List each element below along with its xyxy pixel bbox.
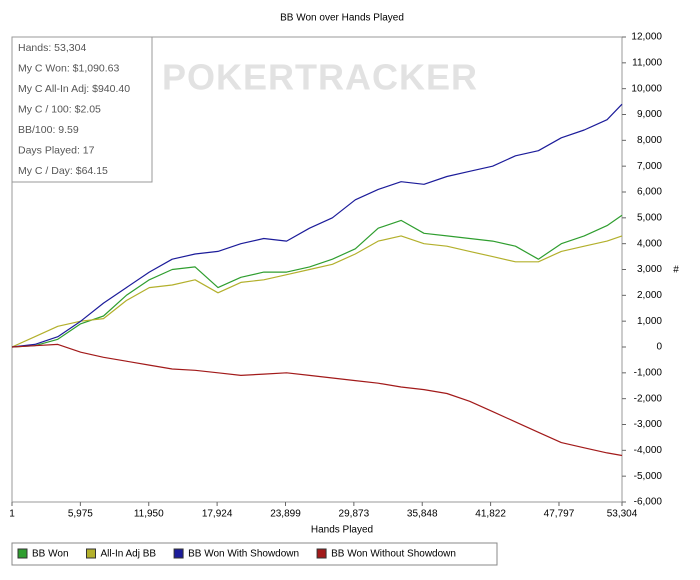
stat-line: My C Won: $1,090.63 — [18, 62, 120, 74]
legend-label: BB Won Without Showdown — [331, 549, 456, 560]
legend-swatch — [86, 548, 96, 559]
x-tick-label: 23,899 — [270, 509, 301, 520]
legend-frame — [11, 542, 498, 566]
y-tick-label: -1,000 — [634, 367, 663, 378]
x-tick-label: 29,873 — [339, 509, 370, 520]
watermark: POKERTRACKER — [162, 57, 478, 98]
stats-box: Hands: 53,304 My C Won: $1,090.63 My C All… — [11, 36, 153, 183]
x-tick-label: 35,848 — [407, 509, 438, 520]
y-tick-label: 5,000 — [637, 212, 662, 223]
y-tick-label: 6,000 — [637, 187, 662, 198]
x-tick-label: 11,950 — [134, 509, 164, 520]
y-tick-label: -6,000 — [634, 497, 663, 508]
y-tick-label: 12,000 — [631, 32, 662, 43]
x-tick-label: 17,924 — [202, 509, 233, 520]
legend-swatch — [17, 548, 28, 559]
y-tick-label: -2,000 — [634, 393, 663, 404]
stat-line: My C / Day: $64.15 — [18, 165, 108, 177]
series-line — [11, 103, 623, 348]
x-tick-label: 1 — [9, 509, 15, 520]
stat-line: BB/100: 9.59 — [18, 124, 79, 136]
y-axis-label: # — [673, 265, 679, 276]
y-tick-label: 2,000 — [637, 290, 662, 301]
y-tick-label: 11,000 — [632, 57, 662, 68]
y-tick-label: 1,000 — [637, 316, 662, 327]
y-tick-label: -3,000 — [634, 419, 663, 430]
stat-line: My C / 100: $2.05 — [18, 103, 101, 115]
y-tick-label: 7,000 — [637, 161, 662, 172]
legend-label: All-In Adj BB — [101, 549, 157, 560]
x-tick-label: 53,304 — [607, 509, 638, 520]
y-tick-label: 8,000 — [637, 135, 662, 146]
x-tick-label: 47,797 — [544, 509, 575, 520]
stat-line: Days Played: 17 — [18, 144, 95, 156]
x-tick-label: 41,822 — [475, 509, 506, 520]
stat-line: My C All-In Adj: $940.40 — [18, 83, 130, 95]
y-tick-label: 10,000 — [631, 83, 662, 94]
stats-box-frame — [11, 36, 153, 183]
chart-title: BB Won over Hands Played — [280, 13, 404, 24]
y-tick-label: 3,000 — [637, 264, 662, 275]
y-tick-label: 0 — [656, 342, 662, 353]
y-tick-label: -4,000 — [634, 445, 663, 456]
x-tick-label: 5,975 — [68, 509, 93, 520]
y-tick-label: -5,000 — [634, 471, 663, 482]
y-tick-label: 9,000 — [637, 109, 662, 120]
legend-swatch — [316, 548, 327, 559]
x-axis-label: Hands Played — [311, 525, 373, 536]
series-line — [11, 235, 623, 348]
legend-label: BB Won With Showdown — [188, 549, 299, 560]
legend-label: BB Won — [32, 549, 69, 560]
series-line — [11, 343, 623, 457]
series-line — [11, 214, 623, 348]
legend-swatch — [173, 548, 184, 559]
y-tick-label: 4,000 — [637, 238, 662, 249]
stat-line: Hands: 53,304 — [18, 42, 86, 54]
